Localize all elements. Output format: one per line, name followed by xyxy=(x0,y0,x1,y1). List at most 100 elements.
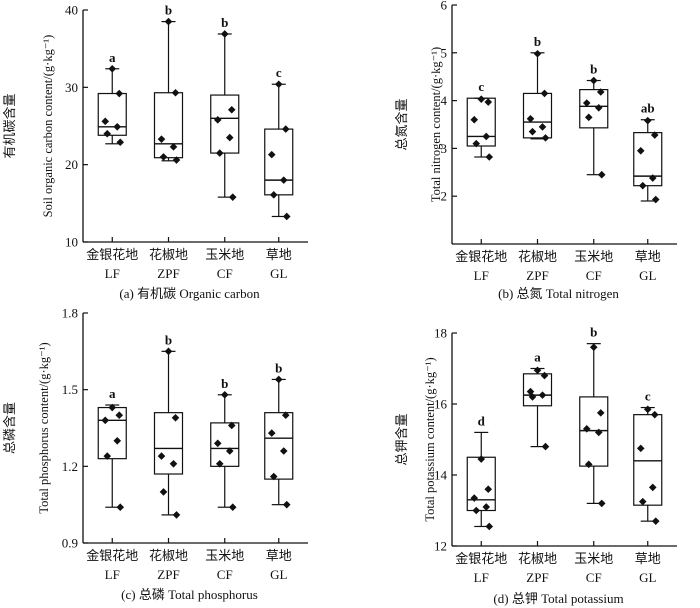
data-point xyxy=(477,95,486,103)
iqr-box xyxy=(153,92,184,159)
box-lf: 金银花地 LF a xyxy=(86,386,138,582)
data-point xyxy=(108,403,117,412)
data-point xyxy=(596,88,605,96)
x-tick-label-cn: 金银花地 xyxy=(455,249,507,265)
iqr-box xyxy=(633,414,663,506)
box-zpf: 花椒地 ZPF b xyxy=(149,3,188,281)
y-tick-label: 3 xyxy=(441,141,448,156)
y-tick-label: 2 xyxy=(441,189,448,204)
data-point xyxy=(113,122,122,131)
data-point xyxy=(470,494,479,502)
x-tick-label-cn: 玉米地 xyxy=(205,549,244,564)
iqr-box xyxy=(522,373,553,407)
data-point xyxy=(279,447,288,455)
x-tick-label-cn: 草地 xyxy=(635,552,661,567)
data-point xyxy=(172,156,181,164)
box-lf: 金银花地 LF a xyxy=(86,50,138,281)
box-cf: 玉米地 CF b xyxy=(205,376,244,582)
y-axis-label-cn: 总钾含量 xyxy=(394,413,410,465)
data-point xyxy=(651,195,660,204)
iqr-box xyxy=(153,412,184,475)
data-point xyxy=(269,191,278,199)
data-point xyxy=(269,472,278,481)
iqr-box xyxy=(579,89,609,129)
x-tick-label-cn: 草地 xyxy=(266,248,292,263)
significance-letter: b xyxy=(590,62,597,77)
iqr-box xyxy=(264,412,294,480)
significance-letter: b xyxy=(221,15,228,30)
x-tick-label-cn: 玉米地 xyxy=(574,250,613,265)
y-tick-label: 20 xyxy=(65,157,78,172)
data-point xyxy=(526,387,535,396)
data-point xyxy=(116,138,125,147)
significance-letter: d xyxy=(478,413,486,428)
x-tick-label-cn: 玉米地 xyxy=(574,552,613,567)
data-point xyxy=(282,212,291,221)
data-point xyxy=(267,429,276,437)
x-tick-label-abbr: GL xyxy=(639,570,656,585)
significance-letter: b xyxy=(221,376,228,391)
data-point xyxy=(538,391,547,399)
data-point xyxy=(482,503,491,511)
x-tick-label-abbr: ZPF xyxy=(526,268,548,283)
x-tick-label-abbr: GL xyxy=(639,268,656,283)
panel-caption: (b) 总氮 Total nitrogen xyxy=(498,286,619,301)
data-point xyxy=(274,375,283,384)
data-point xyxy=(164,347,173,356)
data-point xyxy=(643,405,652,414)
data-point xyxy=(215,459,224,468)
data-point xyxy=(638,181,647,190)
data-point xyxy=(533,49,542,58)
y-axis-label-cn: 总氮含量 xyxy=(394,98,410,150)
x-tick-label-abbr: LF xyxy=(474,268,489,283)
data-point xyxy=(648,483,657,492)
data-point xyxy=(584,113,593,122)
y-tick-label: 5 xyxy=(441,45,448,60)
data-point xyxy=(636,444,645,453)
panel-caption: (c) 总磷 Total phosphorus xyxy=(121,587,258,602)
x-tick-label-abbr: CF xyxy=(217,567,233,582)
data-point xyxy=(157,452,166,460)
box-cf: 玉米地 CF b xyxy=(574,62,613,283)
significance-letter: a xyxy=(109,50,116,65)
data-point xyxy=(159,488,168,496)
data-point xyxy=(103,129,112,138)
data-point xyxy=(540,371,549,380)
data-point xyxy=(526,114,535,123)
iqr-box xyxy=(264,128,294,196)
significance-letter: c xyxy=(478,79,484,94)
panel-caption: (d) 总钾 Total potassium xyxy=(493,591,623,606)
y-tick-label: 10 xyxy=(65,235,78,250)
significance-letter: b xyxy=(534,34,541,49)
x-tick-label-abbr: ZPF xyxy=(157,567,179,582)
data-point xyxy=(101,416,110,425)
data-point xyxy=(594,103,603,112)
panel-c: 0.9 1.2 1.5 1.8 总磷含量 Total phosphorus content… xyxy=(2,306,308,602)
significance-letter: b xyxy=(590,325,597,340)
box-lf: 金银花地 LF c xyxy=(455,79,507,283)
panel-a: 10 20 30 40 有机碳含量 Soil organic carbon content… xyxy=(2,3,308,301)
y-tick-label: 1.5 xyxy=(62,382,78,397)
box-gl: 草地 GL b xyxy=(264,360,294,582)
data-point xyxy=(113,436,122,445)
data-point xyxy=(101,117,110,126)
y-tick-label: 18 xyxy=(434,326,447,341)
data-point xyxy=(651,517,660,525)
data-point xyxy=(169,143,178,151)
x-tick-label-cn: 花椒地 xyxy=(518,249,557,265)
iqr-box xyxy=(210,94,240,154)
x-tick-label-cn: 花椒地 xyxy=(149,548,188,564)
significance-letter: b xyxy=(275,360,282,375)
significance-letter: ab xyxy=(641,101,655,116)
data-point xyxy=(227,421,236,430)
x-tick-label-cn: 草地 xyxy=(635,250,661,265)
significance-letter: c xyxy=(645,389,651,404)
data-point xyxy=(650,410,659,419)
significance-letter: b xyxy=(165,332,172,347)
data-point xyxy=(215,149,224,157)
data-point xyxy=(116,503,125,512)
iqr-box xyxy=(97,92,127,136)
x-tick-label-abbr: LF xyxy=(474,570,489,585)
data-point xyxy=(596,409,605,417)
data-point xyxy=(582,99,591,107)
